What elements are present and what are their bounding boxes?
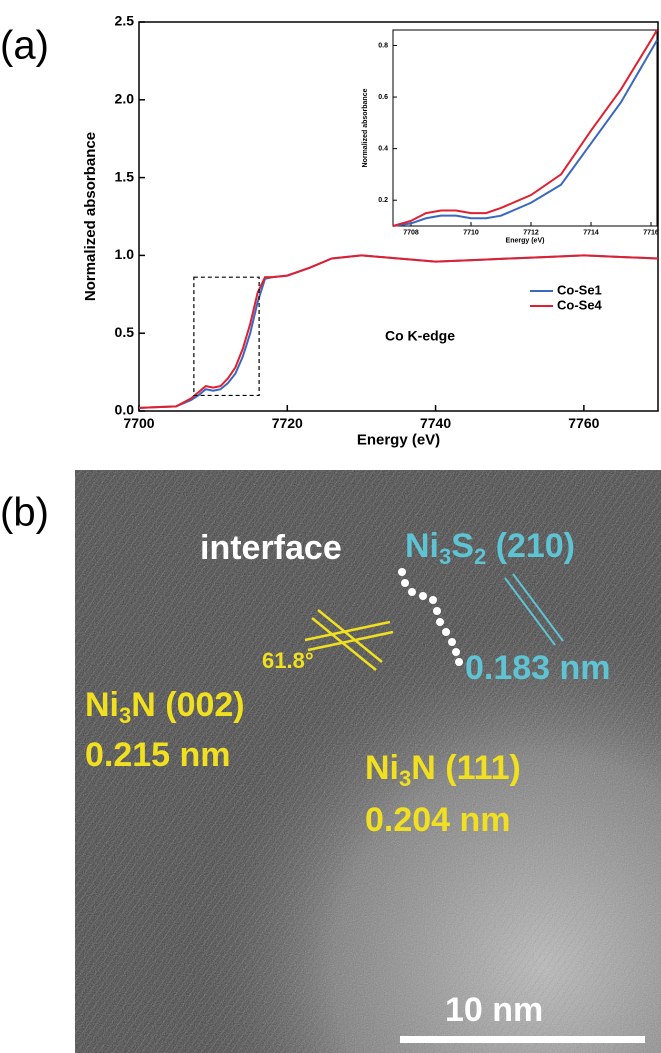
- y-tick-label: 2.5: [115, 13, 135, 29]
- label-subscript: 3: [439, 544, 451, 569]
- scale-bar: [400, 1036, 645, 1043]
- label-part: Ni: [405, 527, 439, 565]
- label-part: N (111): [411, 749, 521, 787]
- figure: (a) (b) interface Ni3S2 (210) 0.183 nm 6…: [0, 0, 661, 1053]
- y-axis-label: Normalized absorbance: [82, 132, 99, 301]
- dot: [398, 568, 406, 576]
- dot: [448, 638, 456, 646]
- legend-label: Co-Se1: [557, 282, 602, 297]
- y-tick-label: 0.2: [378, 197, 388, 204]
- y-tick-label: 0.6: [378, 94, 388, 101]
- ni3n-002-label: Ni3N (002): [85, 686, 245, 728]
- y-tick-label: 1.0: [115, 246, 135, 262]
- label-part: S: [451, 527, 474, 565]
- dot: [452, 648, 460, 656]
- x-tick-label: 7716: [643, 229, 659, 236]
- ni3n-111-spacing: 0.204 nm: [365, 801, 511, 839]
- x-axis-label: Energy (eV): [357, 431, 440, 448]
- interface-label: interface: [200, 529, 342, 567]
- dot: [436, 618, 444, 626]
- label-subscript: 2: [474, 544, 486, 569]
- y-tick-label: 1.5: [115, 168, 135, 184]
- label-part: Ni: [85, 686, 119, 724]
- label-part: N (002): [131, 686, 244, 724]
- ni3n-002-spacing: 0.215 nm: [85, 736, 231, 774]
- x-tick-label: 7710: [463, 229, 479, 236]
- y-tick-label: 2.0: [115, 91, 135, 107]
- panel-label: (a): [0, 24, 49, 68]
- dot: [401, 579, 409, 587]
- y-axis-label: Normalized absorbance: [362, 88, 369, 167]
- label-subscript: 3: [119, 703, 131, 728]
- x-tick-label: 7712: [523, 229, 539, 236]
- y-tick-label: 0.5: [115, 324, 135, 340]
- annotation: Co K-edge: [385, 328, 455, 344]
- x-tick-label: 7708: [403, 229, 419, 236]
- label-subscript: 3: [399, 766, 411, 791]
- x-tick-label: 7714: [583, 229, 599, 236]
- x-tick-label: 7720: [272, 415, 303, 431]
- ni3s2-spacing: 0.183 nm: [465, 649, 611, 687]
- scale-bar-label: 10 nm: [445, 991, 543, 1029]
- label-part: Ni: [365, 749, 399, 787]
- y-tick-label: 0.4: [378, 145, 388, 152]
- dot: [429, 596, 437, 604]
- legend-label: Co-Se4: [557, 297, 603, 312]
- dot: [408, 588, 416, 596]
- dot: [419, 592, 427, 600]
- label-part: (210): [486, 527, 575, 565]
- panel-label: (b): [0, 491, 49, 535]
- y-tick-label: 0.8: [378, 42, 388, 49]
- ni3s2-label: Ni3S2 (210): [405, 527, 575, 569]
- dot: [455, 658, 463, 666]
- y-tick-label: 0.0: [115, 402, 135, 418]
- dot: [433, 607, 441, 615]
- dot: [442, 628, 450, 636]
- angle-label: 61.8°: [262, 648, 314, 673]
- x-tick-label: 7740: [420, 415, 451, 431]
- x-tick-label: 7760: [568, 415, 599, 431]
- ni3n-111-label: Ni3N (111): [365, 749, 521, 791]
- x-axis-label: Energy (eV): [506, 238, 545, 245]
